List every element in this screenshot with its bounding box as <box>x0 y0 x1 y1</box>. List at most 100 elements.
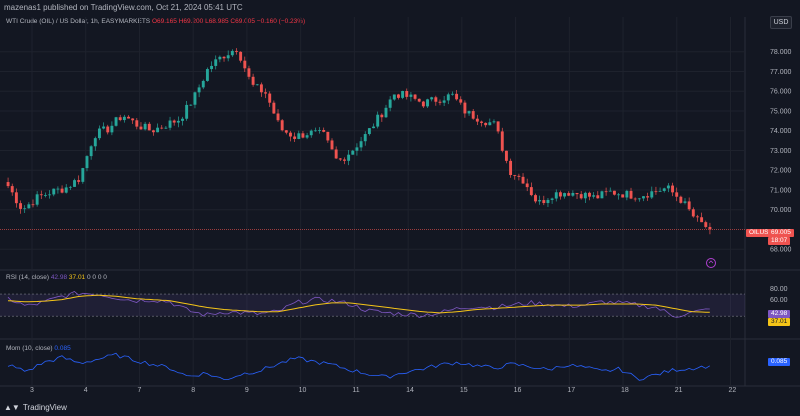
grid-lines <box>0 17 800 387</box>
candle-body <box>696 216 699 218</box>
time-tick-label: 15 <box>460 387 468 394</box>
candle-body <box>621 194 625 198</box>
rsi-extra: 0 0 0 0 <box>87 274 107 281</box>
candle-body <box>691 209 695 217</box>
candle-body <box>650 191 654 198</box>
candle-body <box>289 132 292 137</box>
candle-body <box>93 138 97 147</box>
candle-body <box>139 126 143 130</box>
candle-body <box>546 199 550 204</box>
candle-body <box>27 204 31 209</box>
candle-body <box>347 154 351 161</box>
time-tick-label: 10 <box>299 387 307 394</box>
candle-body <box>239 51 243 61</box>
candle-body <box>31 204 35 206</box>
mom-label: Mom (10, close) <box>6 345 53 352</box>
rsi-tick-label: 80.00 <box>770 286 788 293</box>
price-tick-label: 77.000 <box>770 69 792 76</box>
candle-body <box>185 104 189 119</box>
candle-body <box>534 195 537 202</box>
candle-body <box>338 158 342 160</box>
time-tick-label: 8 <box>191 387 195 394</box>
candle-body <box>214 59 218 66</box>
rsi-tag: 42.98 <box>768 310 791 318</box>
candle-body <box>704 222 708 227</box>
candle-body <box>558 192 562 197</box>
candle-body <box>19 203 22 209</box>
rsi-legend[interactable]: RSI (14, close) 42.98 37.01 0 0 0 0 <box>6 274 107 281</box>
candle-body <box>168 120 172 128</box>
legend-change: −0.160 (−0.23%) <box>256 18 306 25</box>
candle-body <box>322 129 326 132</box>
candle-body <box>48 194 52 196</box>
candle-body <box>68 186 72 188</box>
candle-body <box>326 131 330 141</box>
candle-body <box>521 176 525 184</box>
legend-high: H69.200 <box>178 18 204 25</box>
candle-body <box>197 87 201 93</box>
candle-body <box>355 147 359 151</box>
candle-body <box>617 194 621 196</box>
legend-open: O69.165 <box>151 18 177 25</box>
candle-body <box>218 56 222 60</box>
candle-body <box>230 50 234 56</box>
price-tick-label: 70.000 <box>770 207 792 214</box>
symbol-legend: WTI Crude (OIL) / US Dollar, 1h, EASYMAR… <box>6 18 305 25</box>
candle-body <box>77 180 81 182</box>
candle-body <box>276 113 280 121</box>
candle-body <box>10 186 14 193</box>
candle-body <box>351 150 355 155</box>
tradingview-logo-icon: ▲▼ <box>4 403 20 412</box>
alert-icon[interactable] <box>706 258 716 268</box>
tradingview-logo[interactable]: ▲▼ TradingView <box>4 403 67 412</box>
candle-body <box>642 196 645 199</box>
candle-body <box>201 80 205 88</box>
candle-body <box>372 126 375 129</box>
time-tick-label: 22 <box>729 387 737 394</box>
candle-body <box>247 68 251 77</box>
time-tick-label: 17 <box>567 387 575 394</box>
candle-body <box>222 56 226 59</box>
candle-body <box>255 84 259 86</box>
candle-body <box>658 190 662 192</box>
candle-body <box>39 194 43 196</box>
candle-body <box>164 127 168 129</box>
candle-body <box>463 102 467 114</box>
candle-body <box>396 94 400 98</box>
candle-body <box>284 130 288 133</box>
rsi-band <box>0 294 745 317</box>
candle-body <box>434 97 438 102</box>
candle-body <box>235 50 238 52</box>
candle-body <box>35 194 39 205</box>
candle-body <box>538 200 542 202</box>
mom-legend[interactable]: Mom (10, close) 0.085 <box>6 345 71 352</box>
price-tick-label: 76.000 <box>770 89 792 96</box>
candle-body <box>480 121 483 123</box>
candle-body <box>176 120 180 123</box>
countdown-tag: 18:07 <box>768 237 791 245</box>
top-bar: mazenas1 published on TradingView.com, O… <box>0 0 800 17</box>
price-tick-label: 75.000 <box>770 108 792 115</box>
last-price-tag: 69.005 <box>768 229 794 237</box>
candle-body <box>81 168 85 182</box>
rsi-ma-tag: 37.01 <box>768 318 791 326</box>
candle-body <box>297 133 301 139</box>
candle-body <box>160 127 164 129</box>
candle-body <box>708 226 712 230</box>
candle-body <box>662 188 666 191</box>
candle-body <box>417 98 421 102</box>
time-tick-label: 18 <box>621 387 629 394</box>
candle-body <box>421 101 425 107</box>
candle-body <box>52 188 56 195</box>
candle-body <box>459 99 463 103</box>
candle-body <box>73 180 76 187</box>
candle-body <box>60 188 64 193</box>
time-axis: 3 4 7 8 9 10 11 14 15 16 17 18 21 22 <box>30 387 736 394</box>
candle-body <box>122 116 126 121</box>
candle-body <box>135 120 139 127</box>
symbol-title[interactable]: WTI Crude (OIL) / US Dollar, 1h, EASYMAR… <box>6 18 151 25</box>
currency-button[interactable]: USD <box>770 16 792 29</box>
candle-body <box>500 131 504 151</box>
candle-body <box>268 93 272 103</box>
